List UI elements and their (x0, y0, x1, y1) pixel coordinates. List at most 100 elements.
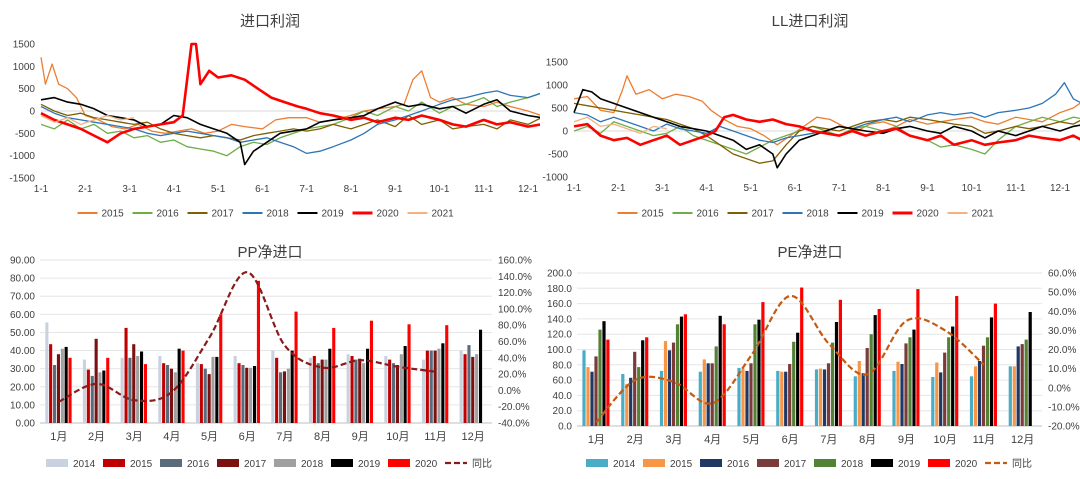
bar-2017 (395, 365, 399, 423)
bar-2017 (56, 354, 60, 423)
bar-2019 (290, 350, 294, 423)
y-tick-label: 70.00 (10, 292, 35, 303)
legend-swatch (871, 459, 893, 467)
legend-label: 2018 (807, 209, 830, 220)
bar-2019 (912, 329, 916, 426)
y2-tick-label: 40.0% (498, 353, 526, 364)
legend-label: 2020 (415, 459, 438, 470)
bar-2020 (256, 280, 260, 423)
y-tick-label: 160.0 (547, 299, 572, 310)
bar-2019 (679, 316, 684, 426)
bar-2018 (475, 354, 479, 423)
bar-2017 (1020, 344, 1024, 426)
series-line-2018 (40, 90, 540, 155)
bar-2014 (158, 356, 162, 423)
bar-2020 (445, 325, 449, 423)
legend-swatch (160, 459, 182, 467)
bar-2017 (94, 338, 98, 423)
legend-label: 2015 (102, 209, 125, 220)
y-tick-label: 0 (29, 107, 35, 118)
x-tick-label: 8-1 (876, 183, 891, 194)
bar-2018 (324, 359, 328, 423)
bar-2014 (421, 359, 425, 423)
x-tick-label: 2-1 (78, 184, 93, 195)
legend-label: 2018 (267, 209, 290, 220)
y2-tick-label: 0.0% (1048, 383, 1071, 394)
series-line-2015 (573, 75, 1080, 146)
bar-2019 (215, 356, 219, 423)
y-tick-label: 1000 (13, 62, 36, 73)
bar-2018 (173, 372, 177, 423)
bar-2016 (939, 372, 943, 426)
x-tick-label: 12-1 (1050, 183, 1070, 194)
y-tick-label: 30.00 (10, 364, 35, 375)
pp-net-import-chart: PP净进口 90.00 80.00 70.00 60.00 50.00 40.00 30.00… (10, 244, 532, 470)
bar-2014 (698, 371, 702, 426)
bar-2020 (916, 289, 920, 426)
bar-2016 (706, 363, 710, 426)
x-tick-label: 5-1 (744, 183, 759, 194)
x-category-label: 1月 (50, 431, 67, 443)
bar-2018 (830, 342, 835, 426)
bar-2015 (702, 359, 706, 426)
bar-2014 (233, 356, 237, 423)
bar-2014 (659, 370, 664, 426)
legend-label: 2019 (862, 209, 885, 220)
bar-2014 (814, 369, 819, 426)
x-category-label: 3月 (665, 434, 682, 446)
bar-2016 (467, 345, 471, 423)
bar-2016 (279, 372, 283, 423)
legend-label: 同比 (1012, 458, 1032, 470)
bar-2016 (667, 350, 672, 426)
bar-2015 (741, 368, 745, 426)
bar-2014 (776, 370, 780, 426)
bar-2015 (275, 357, 279, 423)
bar-2020 (645, 337, 649, 426)
x-tick-label: 1-1 (567, 183, 582, 194)
legend-label: 2020 (917, 209, 940, 220)
y-tick-label: -1000 (542, 173, 568, 184)
series-line-2021 (40, 114, 135, 126)
legend-label: 2017 (752, 209, 775, 220)
bar-2016 (900, 364, 904, 426)
y2-tick-label: 100.0% (498, 304, 532, 315)
bar-2017 (245, 367, 249, 423)
legend-swatch (928, 459, 950, 467)
series-line-2020 (40, 42, 540, 144)
bar-2016 (861, 373, 865, 426)
bar-2020 (219, 314, 223, 423)
bar-2017 (710, 363, 714, 426)
bar-2019 (796, 332, 800, 426)
bar-2014 (271, 350, 275, 423)
x-tick-label: 7-1 (832, 183, 847, 194)
y-tick-label: 140.0 (547, 314, 572, 325)
legend-label: 2017 (784, 459, 807, 470)
bar-2015 (818, 368, 823, 426)
y-tick-label: -500 (15, 129, 35, 140)
bar-2015 (312, 356, 316, 423)
bar-2016 (822, 369, 827, 426)
x-category-label: 10月 (934, 434, 957, 446)
chart-title: PE净进口 (777, 244, 842, 261)
x-tick-label: 12-1 (518, 184, 538, 195)
bar-2016 (745, 370, 749, 426)
bar-2018 (60, 348, 64, 423)
x-category-label: 4月 (704, 434, 721, 446)
y2-tick-label: 120.0% (498, 288, 532, 299)
bar-2019 (64, 346, 68, 423)
bar-2015 (124, 327, 128, 423)
bar-2020 (181, 350, 185, 423)
series-line-2021 (573, 116, 667, 134)
x-tick-label: 6-1 (788, 183, 803, 194)
bar-2018 (598, 329, 602, 426)
bar-2018 (908, 337, 912, 426)
x-tick-label: 10-1 (962, 183, 982, 194)
bar-2020 (407, 324, 411, 423)
bar-2020 (106, 357, 110, 423)
bar-2018 (714, 346, 718, 426)
bar-2020 (606, 339, 610, 426)
series-line-2016 (40, 92, 540, 157)
x-tick-label: 4-1 (167, 184, 182, 195)
bar-2017 (471, 356, 475, 423)
